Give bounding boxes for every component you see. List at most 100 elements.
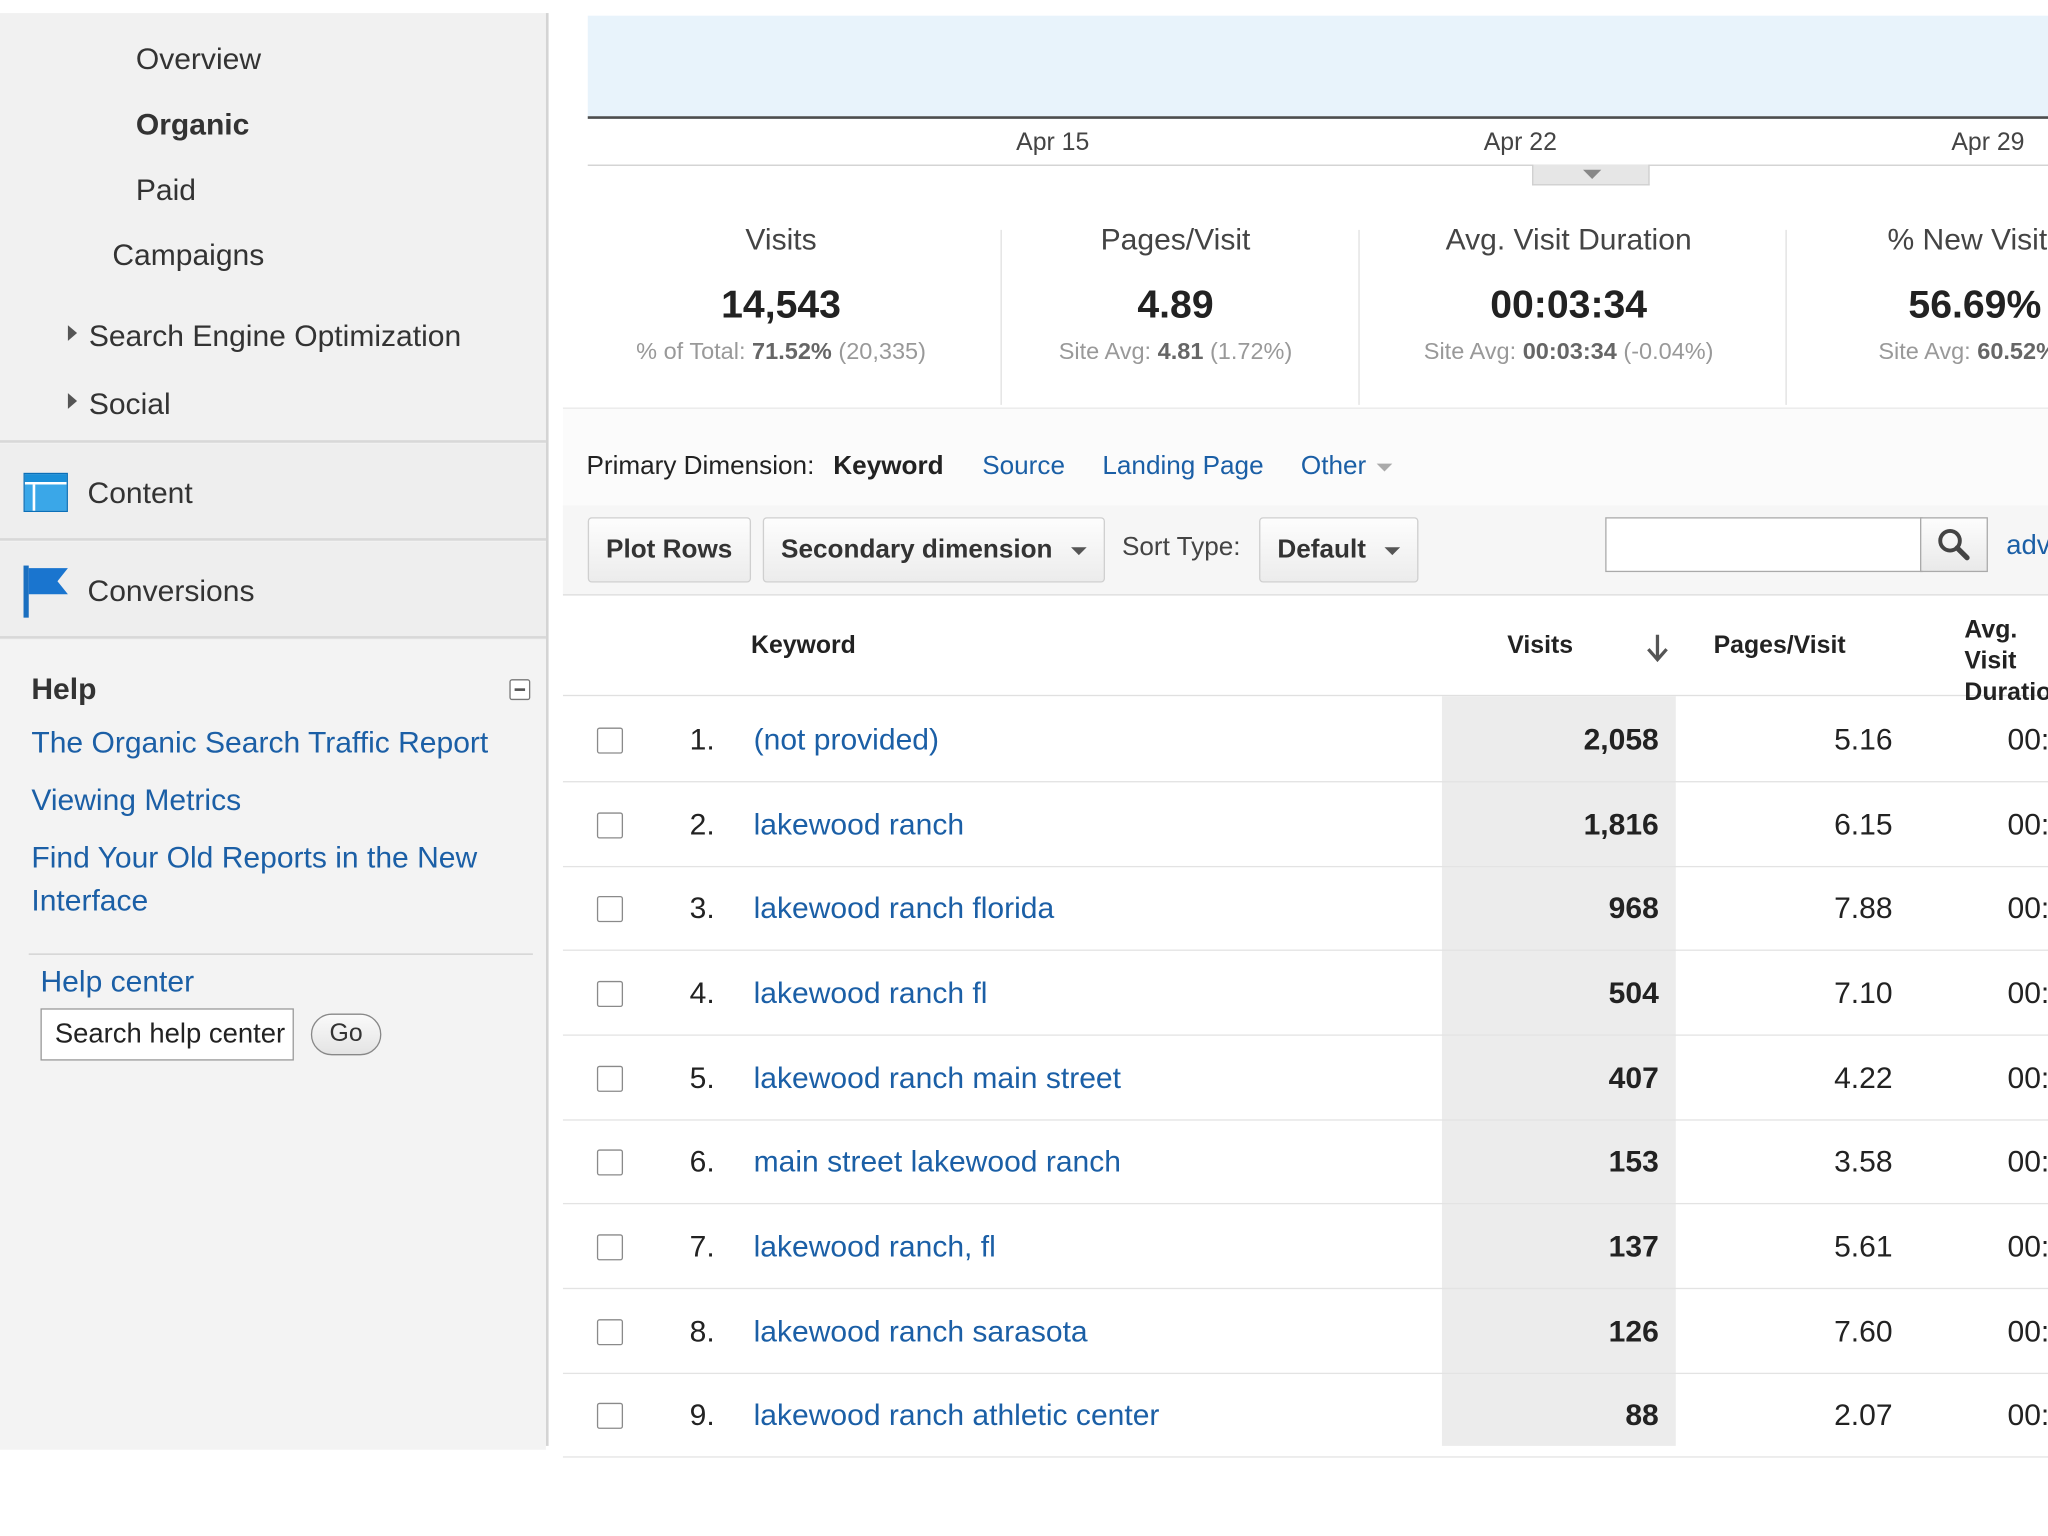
- sort-type-dropdown[interactable]: Default: [1259, 517, 1419, 583]
- dimension-source[interactable]: Source: [982, 451, 1065, 481]
- row-number: 7.: [689, 1229, 715, 1264]
- table-row[interactable]: 8. lakewood ranch sarasota 126 7.60 00:: [562, 1289, 2048, 1375]
- sidebar-item-label: Social: [88, 386, 171, 421]
- divider: [1358, 229, 1360, 405]
- metric-sub-prefix: % of Total:: [636, 338, 746, 365]
- pages-per-visit-value: 4.22: [1834, 1060, 1893, 1095]
- keyword-link[interactable]: lakewood ranch athletic center: [753, 1397, 1160, 1432]
- metric-label: Visits: [745, 222, 817, 256]
- row-checkbox[interactable]: [596, 812, 624, 839]
- keyword-link[interactable]: lakewood ranch sarasota: [753, 1313, 1088, 1348]
- column-header-avg-visit-duration[interactable]: Avg. Visit Duration: [1964, 616, 2048, 707]
- row-checkbox[interactable]: [596, 980, 624, 1008]
- search-button[interactable]: [1919, 517, 1988, 573]
- sidebar-item-seo[interactable]: Search Engine Optimization: [67, 319, 461, 354]
- column-header-keyword[interactable]: Keyword: [751, 632, 856, 660]
- row-checkbox[interactable]: [596, 1319, 624, 1346]
- row-checkbox[interactable]: [596, 895, 624, 923]
- sidebar-item-paid[interactable]: Paid: [136, 172, 196, 207]
- chart-area: [587, 15, 2048, 119]
- sidebar-item-label: Paid: [135, 172, 196, 207]
- sort-type-label: Sort Type:: [1121, 532, 1241, 562]
- visits-value: 1,816: [1583, 807, 1659, 842]
- table-row[interactable]: 2. lakewood ranch 1,816 6.15 00:: [562, 782, 2048, 868]
- metric-sub-suffix: (-0.04%): [1623, 338, 1714, 365]
- metric-sub-prefix: Site Avg:: [1423, 338, 1517, 365]
- table-row[interactable]: 9. lakewood ranch athletic center 88 2.07 00…: [562, 1373, 2048, 1458]
- help-search-value: Search help center: [54, 1018, 286, 1049]
- axis-line: [587, 164, 2048, 166]
- sidebar: Overview Organic Paid Campaigns Search E…: [0, 13, 549, 1450]
- metric-pages-visit[interactable]: Pages/Visit 4.89 Site Avg: 4.81 (1.72%): [1015, 222, 1336, 366]
- visits-value: 2,058: [1583, 722, 1659, 757]
- dimension-keyword[interactable]: Keyword: [833, 451, 944, 481]
- sidebar-item-overview[interactable]: Overview: [136, 42, 261, 77]
- sidebar-item-campaigns[interactable]: Campaigns: [112, 238, 264, 273]
- help-link-organic-report[interactable]: The Organic Search Traffic Report: [31, 724, 489, 759]
- help-link-viewing-metrics[interactable]: Viewing Metrics: [31, 782, 242, 817]
- metric-new-visits[interactable]: % New Visits 56.69% Site Avg: 60.52% (: [1812, 222, 2048, 366]
- advanced-link[interactable]: adv: [2006, 530, 2048, 561]
- row-checkbox[interactable]: [596, 1149, 624, 1176]
- pages-per-visit-value: 5.16: [1834, 722, 1893, 757]
- collapse-icon[interactable]: [509, 679, 531, 701]
- keyword-link[interactable]: lakewood ranch florida: [753, 890, 1055, 925]
- metric-sub-suffix: (1.72%): [1209, 338, 1293, 365]
- chevron-down-icon: [1070, 546, 1087, 555]
- secondary-dimension-dropdown[interactable]: Secondary dimension: [762, 517, 1105, 583]
- row-number: 1.: [689, 722, 715, 757]
- sidebar-item-social[interactable]: Social: [67, 386, 171, 422]
- help-link-old-reports[interactable]: Find Your Old Reports in the New Interfa…: [31, 839, 478, 917]
- column-header-visits[interactable]: Visits: [1507, 632, 1574, 660]
- secondary-dimension-label: Secondary dimension: [781, 535, 1053, 565]
- row-checkbox[interactable]: [596, 727, 624, 754]
- table-row[interactable]: 5. lakewood ranch main street 407 4.22 00:: [562, 1036, 2048, 1121]
- visits-column-highlight: [1441, 696, 1676, 1446]
- table-search-input[interactable]: [1605, 517, 1923, 573]
- content-icon: [23, 472, 68, 512]
- row-number: 4.: [689, 975, 715, 1010]
- column-header-pages-visit[interactable]: Pages/Visit: [1713, 632, 1846, 660]
- sidebar-section-content[interactable]: Content: [0, 444, 546, 539]
- table-row[interactable]: 6. main street lakewood ranch 153 3.58 00:: [562, 1119, 2048, 1205]
- metric-sub-prefix: Site Avg:: [1058, 338, 1152, 365]
- row-number: 3.: [689, 890, 715, 925]
- metric-sub: Site Avg: 00:03:34 (-0.04%): [1386, 338, 1752, 365]
- row-checkbox[interactable]: [596, 1402, 624, 1429]
- metric-sub-bold: 00:03:34: [1522, 338, 1617, 365]
- dimension-landing-page[interactable]: Landing Page: [1102, 451, 1264, 481]
- row-checkbox[interactable]: [596, 1234, 624, 1261]
- keyword-link[interactable]: lakewood ranch fl: [753, 975, 988, 1010]
- chevron-down-icon: [1376, 463, 1393, 472]
- table-row[interactable]: 1. (not provided) 2,058 5.16 00:: [562, 697, 2048, 783]
- visits-value: 407: [1608, 1060, 1659, 1095]
- keyword-link[interactable]: main street lakewood ranch: [753, 1144, 1121, 1179]
- help-panel: Help The Organic Search Traffic Report V…: [0, 639, 546, 1450]
- metric-avg-visit-duration[interactable]: Avg. Visit Duration 00:03:34 Site Avg: 0…: [1386, 222, 1752, 366]
- keyword-link[interactable]: lakewood ranch: [753, 807, 965, 842]
- help-search-input[interactable]: Search help center: [40, 1008, 294, 1061]
- divider: [0, 440, 546, 443]
- pages-per-visit-value: 7.10: [1834, 975, 1893, 1010]
- date-tick-label: Apr 22: [1483, 129, 1557, 157]
- chart-collapse-handle[interactable]: [1532, 164, 1650, 186]
- keyword-link[interactable]: lakewood ranch, fl: [753, 1229, 996, 1264]
- sidebar-item-organic[interactable]: Organic: [136, 107, 250, 142]
- row-checkbox[interactable]: [596, 1065, 624, 1092]
- primary-dimension-bar: [562, 407, 2048, 507]
- table-row[interactable]: 3. lakewood ranch florida 968 7.88 00:: [562, 866, 2048, 951]
- dimension-other[interactable]: Other: [1300, 451, 1393, 482]
- metric-visits[interactable]: Visits 14,543 % of Total: 71.52% (20,335…: [615, 222, 947, 366]
- table-row[interactable]: 4. lakewood ranch fl 504 7.10 00:: [562, 951, 2048, 1036]
- sidebar-section-conversions[interactable]: Conversions: [0, 542, 546, 637]
- table-row[interactable]: 7. lakewood ranch, fl 137 5.61 00:: [562, 1204, 2048, 1290]
- sort-descending-icon[interactable]: [1644, 632, 1670, 663]
- visits-value: 153: [1608, 1144, 1659, 1179]
- dimension-other-label: Other: [1300, 451, 1367, 481]
- go-button[interactable]: Go: [310, 1013, 382, 1056]
- pages-per-visit-value: 7.60: [1834, 1313, 1893, 1348]
- keyword-link[interactable]: (not provided): [753, 722, 939, 757]
- plot-rows-button[interactable]: Plot Rows: [587, 517, 751, 583]
- keyword-link[interactable]: lakewood ranch main street: [753, 1060, 1121, 1095]
- help-center-link[interactable]: Help center: [40, 963, 195, 998]
